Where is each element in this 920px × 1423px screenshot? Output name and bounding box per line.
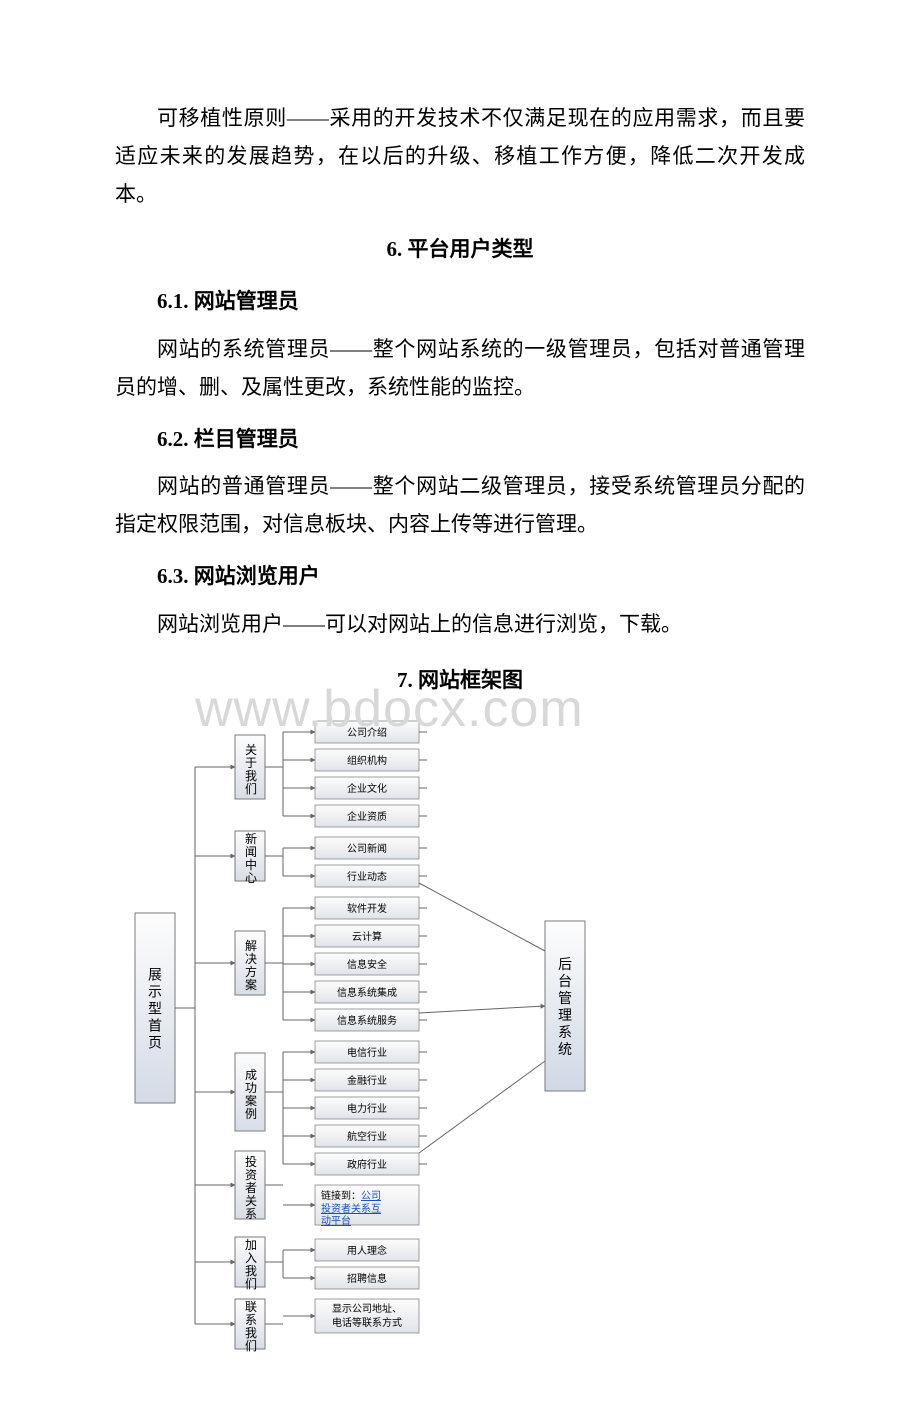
paragraph-portability: 可移植性原则——采用的开发技术不仅满足现在的应用需求，而且要适应未来的发展趋势，… [115,100,805,213]
leaf-label: 信息系统集成 [337,986,397,999]
leaf-label: 行业动态 [347,870,387,883]
leaf-label: 信息安全 [347,958,387,971]
connector [419,1006,545,1013]
leaf-label: 公司介绍 [347,726,387,739]
mid-label-about: 关于我们 [245,743,257,796]
leaf-label: 信息系统服务 [337,1014,397,1027]
mid-label-cases: 成功案例 [245,1068,257,1121]
mid-label-join: 加入我们 [245,1238,257,1291]
heading-6-1: 6.1. 网站管理员 [115,283,805,321]
sitemap-diagram: www.bdocx.com 展示型首页后台管理系统关于我们新闻中心解决方案成功案… [115,713,805,1363]
leaf-label: 软件开发 [347,902,387,915]
paragraph-6-1: 网站的系统管理员——整个网站系统的一级管理员，包括对普通管理员的增、删、及属性更… [115,331,805,407]
leaf-label-link3: 动平台 [321,1214,351,1227]
leaf-label: 金融行业 [347,1074,387,1087]
leaf-label: 用人理念 [347,1244,387,1257]
heading-6: 6. 平台用户类型 [115,231,805,269]
leaf-label: 企业文化 [347,782,387,795]
leaf-label: 云计算 [352,930,382,943]
connector [419,1061,545,1153]
leaf-label: 电信行业 [347,1046,387,1059]
leaf-label: 企业资质 [347,810,387,823]
mid-label-invest: 投资者关系 [245,1154,257,1221]
mid-label-contact: 联系我们 [245,1300,257,1353]
heading-6-3: 6.3. 网站浏览用户 [115,558,805,596]
leaf-label: 招聘信息 [347,1272,387,1285]
root-label: 展示型首页 [148,969,162,1052]
mid-label-news: 新闻中心 [245,831,257,885]
leaf-label: 航空行业 [347,1130,387,1143]
heading-7: 7. 网站框架图 [115,662,805,700]
mid-label-solutions: 解决方案 [245,939,257,992]
leaf-label: 显示公司地址、 [332,1302,402,1315]
leaf-label: 公司新闻 [347,842,387,855]
leaf-label: 组织机构 [347,754,387,767]
leaf-label: 政府行业 [347,1158,387,1171]
paragraph-6-3: 网站浏览用户——可以对网站上的信息进行浏览，下载。 [115,606,805,644]
leaf-label: 电力行业 [347,1102,387,1115]
leaf-label: 电话等联系方式 [332,1316,402,1329]
leaf-label-link2: 投资者关系互 [321,1202,381,1215]
heading-6-2: 6.2. 栏目管理员 [115,421,805,459]
connector [419,883,545,951]
paragraph-6-2: 网站的普通管理员——整个网站二级管理员，接受系统管理员分配的指定权限范围，对信息… [115,468,805,544]
sitemap-svg: 展示型首页后台管理系统关于我们新闻中心解决方案成功案例投资者关系加入我们联系我们… [115,713,635,1363]
leaf-label-link: 链接到：公司 [321,1189,381,1202]
